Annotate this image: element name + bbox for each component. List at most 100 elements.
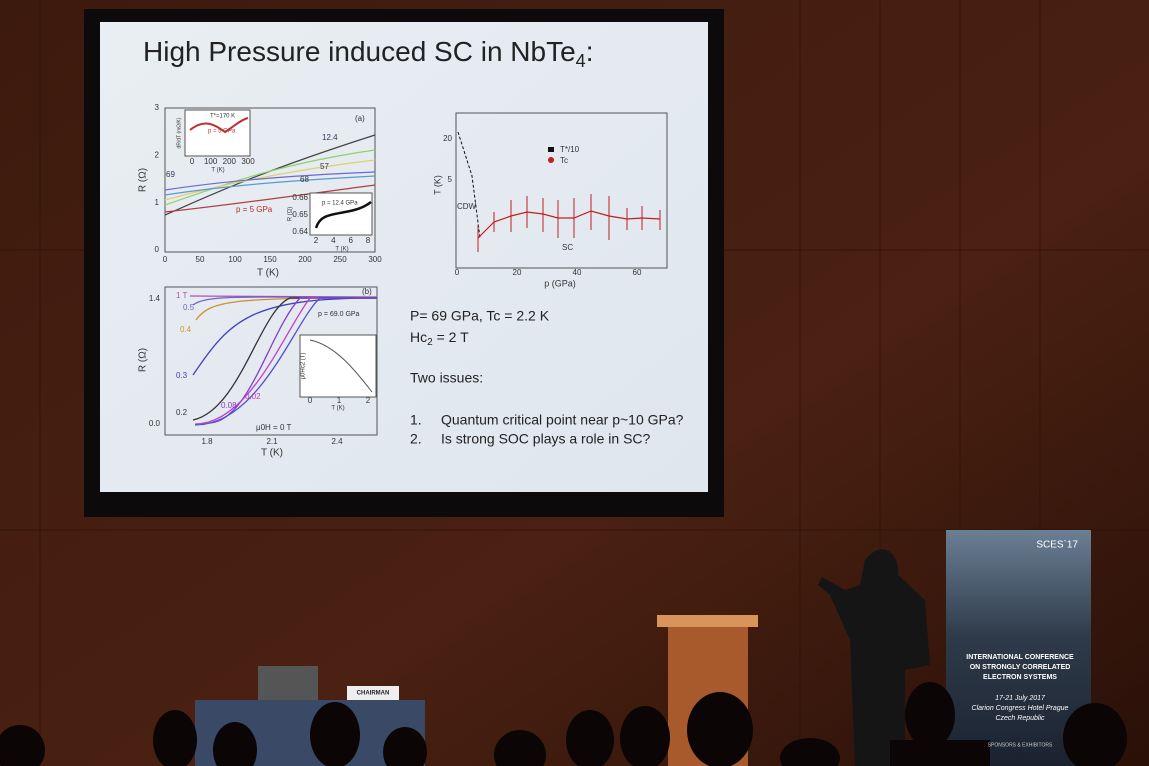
legend-label: T*/10 — [560, 145, 580, 154]
x-tick-label: 4 — [331, 236, 336, 245]
podium-top — [657, 615, 758, 627]
field-label: 1 T — [176, 291, 188, 300]
audience — [0, 682, 1127, 766]
y-tick-label: 0.66 — [292, 193, 308, 202]
text-span: 2 — [427, 337, 433, 348]
curve-label: p = 5 GPa — [236, 205, 273, 214]
y-tick-label: 2 — [155, 150, 160, 159]
x-tick-label: 100 — [228, 255, 242, 264]
text-span: = 2 T — [433, 329, 469, 345]
y-tick-label: 0 — [155, 245, 160, 254]
x-tick-label: 0 — [163, 255, 168, 264]
table-sign-card — [347, 686, 399, 700]
banner-text: ELECTRON SYSTEMS — [983, 674, 1057, 681]
curve-label: 69 — [166, 170, 175, 179]
x-tick-label: 2 — [366, 396, 371, 405]
tc-line — [477, 210, 661, 239]
y-tick-label: 5 — [448, 175, 453, 184]
field-label: 0.5 — [183, 303, 195, 312]
x-tick-label: 300 — [241, 157, 255, 166]
field-label: 0.08 — [221, 401, 237, 410]
banner-text: 17-21 July 2017 — [995, 695, 1046, 702]
panel-label: (b) — [362, 287, 372, 296]
x-tick-label: 40 — [573, 268, 582, 277]
x-tick-label: 0 — [190, 157, 195, 166]
legend-swatch — [548, 157, 554, 163]
y-tick-label: 1.4 — [149, 294, 161, 303]
legend-swatch — [548, 147, 554, 152]
axis-label: R (Ω) — [138, 348, 149, 372]
region-label: CDW — [457, 202, 477, 211]
text-span: Hc — [410, 329, 427, 345]
x-tick-label: 300 — [368, 255, 382, 264]
x-tick-label: 1.8 — [201, 437, 213, 446]
table-sign: CHAIRMAN — [357, 691, 390, 697]
error-bars — [477, 194, 661, 252]
y-tick-label: 0.65 — [292, 210, 308, 219]
x-tick-label: 100 — [204, 157, 218, 166]
plot-frame — [164, 107, 376, 253]
inset — [299, 334, 377, 398]
inset-note: T*=170 K — [210, 114, 235, 120]
x-tick-label: 2.1 — [266, 437, 278, 446]
region-label: SC — [562, 243, 573, 252]
x-tick-label: 50 — [196, 255, 205, 264]
field-label: 0.2 — [176, 408, 188, 417]
field-label: μ0H = 0 T — [256, 423, 291, 432]
axis-label: T (K) — [211, 168, 224, 174]
banner-text: INTERNATIONAL CONFERENCE — [966, 654, 1074, 661]
y-tick-label: 3 — [155, 103, 160, 112]
axis-label: dR/dT (mΩ/K) — [176, 117, 182, 148]
banner-text: ON STRONGLY CORRELATED — [970, 664, 1071, 671]
x-tick-label: 2.4 — [331, 437, 343, 446]
axis-label: T (K) — [261, 448, 283, 459]
axis-label: R (Ω) — [288, 207, 294, 221]
slide-title: High Pressure induced SC in NbTe4: — [143, 36, 593, 70]
speaker — [818, 549, 930, 766]
axis-label: T (K) — [331, 406, 344, 412]
axis-label: μ0Hc2 (T) — [301, 353, 307, 380]
field-label: 0.3 — [176, 371, 188, 380]
plot-frame — [164, 286, 378, 436]
banner-title: SCES`17 — [1036, 539, 1078, 551]
x-tick-label: 250 — [333, 255, 347, 264]
field-label: 0.02 — [245, 392, 261, 401]
x-tick-label: 0 — [308, 396, 313, 405]
list-number: 1. — [410, 412, 422, 428]
x-tick-label: 60 — [633, 268, 642, 277]
x-tick-label: 6 — [348, 236, 353, 245]
panel-label: (a) — [355, 114, 365, 123]
inset-curve — [309, 339, 373, 393]
axis-label: T (K) — [257, 268, 279, 279]
inset-note: p = 5 GPa — [208, 129, 236, 135]
axis-label: R (Ω) — [138, 168, 149, 192]
x-tick-label: 1 — [337, 396, 342, 405]
curve-label: 68 — [300, 175, 309, 184]
x-tick-label: 20 — [513, 268, 522, 277]
x-tick-label: 8 — [366, 236, 371, 245]
y-tick-label: 1 — [155, 198, 160, 207]
inset-curve — [189, 117, 249, 134]
slide-text: Two issues: — [410, 370, 483, 386]
field-label: 0.4 — [180, 325, 192, 334]
slide-text: Hc2 = 2 T — [410, 329, 469, 348]
x-tick-label: 2 — [314, 236, 319, 245]
legend-label: Tc — [560, 156, 568, 165]
curve-label: 57 — [320, 162, 329, 171]
slide — [100, 22, 708, 492]
list-item: Quantum critical point near p~10 GPa? — [441, 412, 684, 428]
curves — [189, 295, 378, 426]
slide-text: P= 69 GPa, Tc = 2.2 K — [410, 308, 550, 324]
laptop — [258, 666, 318, 700]
inset-curve — [314, 201, 372, 229]
plot-frame — [455, 112, 668, 269]
inset-note: p = 69.0 GPa — [318, 311, 360, 318]
cdw-line — [457, 131, 481, 239]
axis-label: T (K) — [432, 175, 442, 195]
banner-text: Czech Republic — [995, 715, 1045, 722]
axis-label: p (GPa) — [544, 278, 576, 288]
list-number: 2. — [410, 431, 422, 447]
x-tick-label: 200 — [298, 255, 312, 264]
